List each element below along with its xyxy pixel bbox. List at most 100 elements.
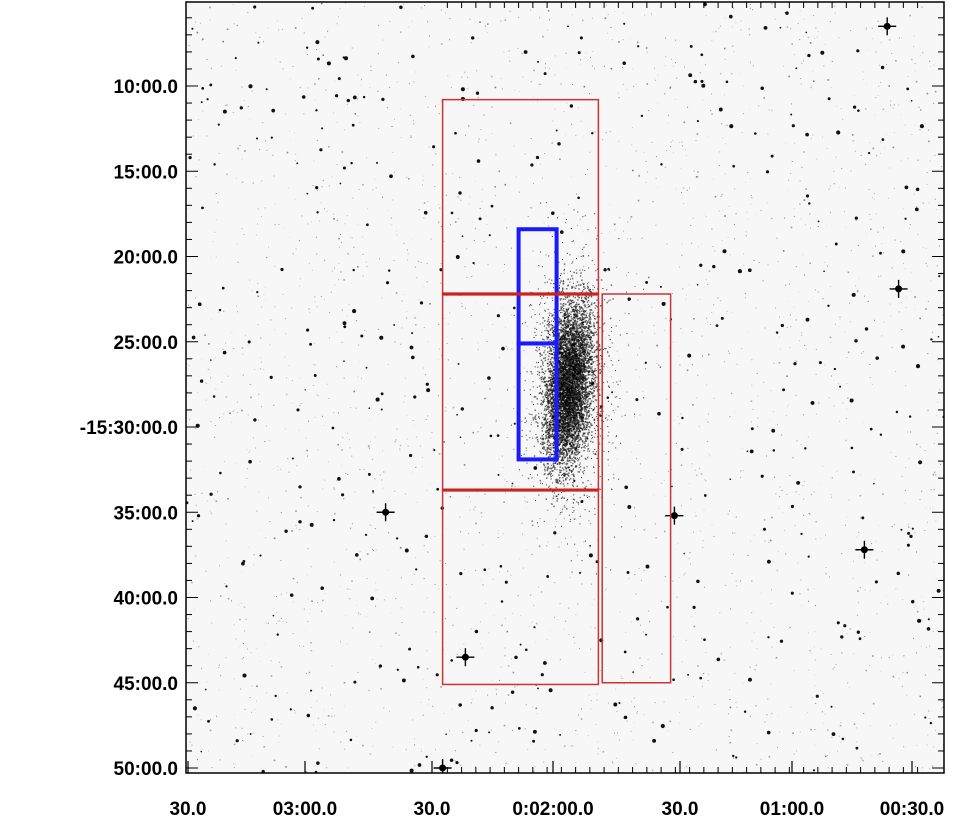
background-star — [700, 243, 702, 245]
galaxy-point — [588, 326, 590, 328]
background-star — [206, 681, 208, 683]
background-star — [301, 215, 303, 217]
background-star — [265, 691, 268, 694]
background-star — [218, 689, 220, 691]
star — [339, 182, 342, 185]
background-star — [598, 530, 600, 532]
background-star — [638, 175, 640, 177]
star — [519, 643, 522, 646]
background-star — [746, 211, 748, 213]
background-star — [729, 254, 731, 256]
star — [352, 95, 357, 100]
background-star — [874, 478, 876, 480]
star — [840, 635, 844, 639]
star — [795, 67, 798, 70]
background-star — [901, 685, 903, 687]
background-star — [399, 108, 401, 110]
background-star — [429, 35, 430, 37]
star — [298, 485, 302, 489]
background-star — [706, 441, 708, 442]
background-star — [251, 290, 253, 292]
background-star — [219, 565, 221, 567]
background-star — [559, 158, 561, 160]
galaxy-point — [527, 477, 530, 480]
star — [341, 493, 345, 497]
background-star — [363, 468, 365, 470]
background-star — [244, 150, 246, 152]
background-star — [794, 525, 796, 527]
background-star — [274, 224, 276, 226]
background-star — [729, 608, 731, 610]
galaxy-point — [560, 426, 562, 428]
star — [879, 433, 883, 436]
background-star — [296, 581, 298, 583]
star — [779, 26, 782, 29]
galaxy-point — [578, 331, 581, 334]
star — [754, 132, 757, 135]
background-star — [328, 337, 330, 339]
background-star — [382, 450, 384, 452]
star — [937, 336, 940, 338]
background-star — [405, 748, 408, 751]
background-star — [914, 63, 916, 64]
star — [488, 234, 491, 237]
background-star — [318, 77, 320, 80]
background-star — [653, 325, 655, 327]
background-star — [663, 701, 665, 703]
background-star — [926, 183, 928, 185]
galaxy-point — [541, 441, 543, 444]
background-star — [511, 658, 512, 660]
background-star — [656, 363, 658, 364]
background-star — [665, 56, 667, 58]
background-star — [390, 217, 392, 219]
background-star — [731, 392, 733, 394]
background-star — [805, 348, 807, 350]
background-star — [831, 736, 833, 738]
background-star — [490, 729, 492, 731]
background-star — [268, 246, 269, 248]
background-star — [833, 666, 835, 668]
star — [790, 591, 794, 595]
background-star — [440, 226, 442, 227]
background-star — [711, 312, 713, 314]
galaxy-point — [579, 383, 581, 385]
background-star — [622, 67, 624, 68]
background-star — [266, 425, 267, 427]
background-star — [617, 92, 619, 94]
background-star — [375, 549, 377, 551]
background-star — [842, 402, 844, 404]
galaxy-point — [569, 320, 572, 322]
star — [204, 688, 207, 691]
star — [274, 694, 277, 698]
galaxy-point — [542, 416, 544, 419]
background-star — [359, 361, 361, 363]
background-star — [814, 538, 817, 540]
background-star — [854, 150, 856, 152]
background-star — [401, 300, 403, 302]
background-star — [880, 42, 882, 44]
background-star — [654, 523, 656, 525]
background-star — [648, 276, 650, 279]
background-star — [360, 84, 362, 86]
galaxy-point — [595, 331, 597, 333]
background-star — [487, 303, 488, 305]
star — [475, 91, 480, 95]
background-star — [738, 73, 740, 74]
background-star — [299, 377, 301, 379]
galaxy-point — [585, 330, 587, 333]
star — [836, 621, 840, 625]
background-star — [719, 612, 721, 614]
background-star — [729, 510, 730, 512]
star — [763, 26, 768, 30]
background-star — [753, 65, 754, 67]
background-star — [247, 468, 249, 470]
star — [401, 678, 406, 683]
background-star — [210, 622, 213, 624]
background-star — [792, 457, 794, 459]
background-star — [205, 382, 207, 384]
background-star — [299, 645, 301, 647]
star — [834, 242, 838, 246]
background-star — [395, 632, 397, 634]
background-star — [814, 605, 816, 606]
background-star — [316, 306, 318, 308]
